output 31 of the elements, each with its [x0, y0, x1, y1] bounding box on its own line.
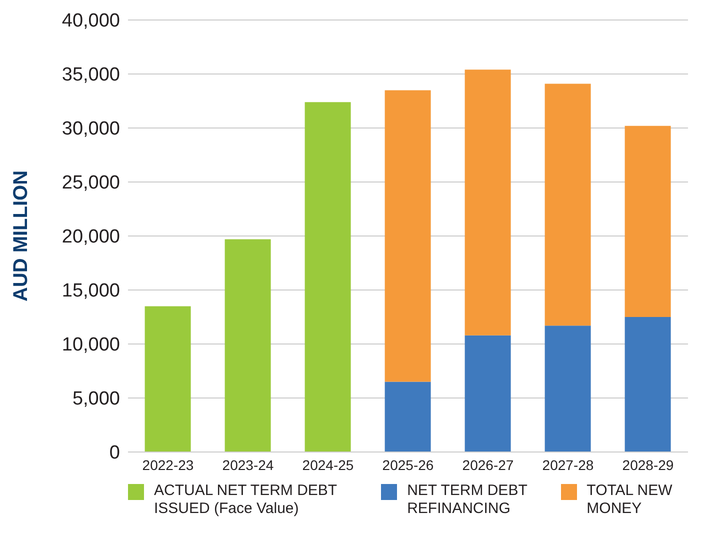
bar [624, 317, 671, 452]
bar [144, 306, 191, 452]
x-tick-label: 2025-26 [382, 456, 434, 473]
x-tick-label: 2028-29 [622, 456, 674, 473]
y-tick-label: 15,000 [62, 280, 120, 302]
x-tick-label: 2027-28 [542, 456, 594, 473]
x-tick-label: 2022-23 [142, 456, 194, 473]
x-tick-label: 2024-25 [302, 456, 354, 473]
bar [224, 239, 271, 452]
y-axis-title: AUD MILLION [10, 170, 32, 302]
legend-label: ACTUAL NET TERM DEBT ISSUED (Face Value) [154, 482, 338, 518]
bar [544, 84, 591, 326]
legend-label: TOTAL NEW MONEY [586, 482, 674, 518]
bar [384, 382, 431, 452]
x-tick-label: 2026-27 [462, 456, 514, 473]
y-tick-label: 5,000 [72, 388, 120, 410]
bar [624, 126, 671, 317]
bar [544, 326, 591, 452]
bar [384, 90, 431, 382]
y-tick-label: 0 [109, 442, 120, 464]
y-tick-label: 40,000 [62, 10, 120, 32]
bar [304, 102, 351, 452]
y-tick-label: 10,000 [62, 334, 120, 356]
y-tick-label: 20,000 [62, 226, 120, 248]
y-tick-label: 25,000 [62, 172, 120, 194]
x-tick-label: 2023-24 [222, 456, 274, 473]
legend-label: NET TERM DEBT REFINANCING [407, 482, 528, 518]
bar [464, 335, 511, 452]
y-tick-label: 35,000 [62, 64, 120, 86]
y-tick-label: 30,000 [62, 118, 120, 140]
bar [464, 70, 511, 336]
